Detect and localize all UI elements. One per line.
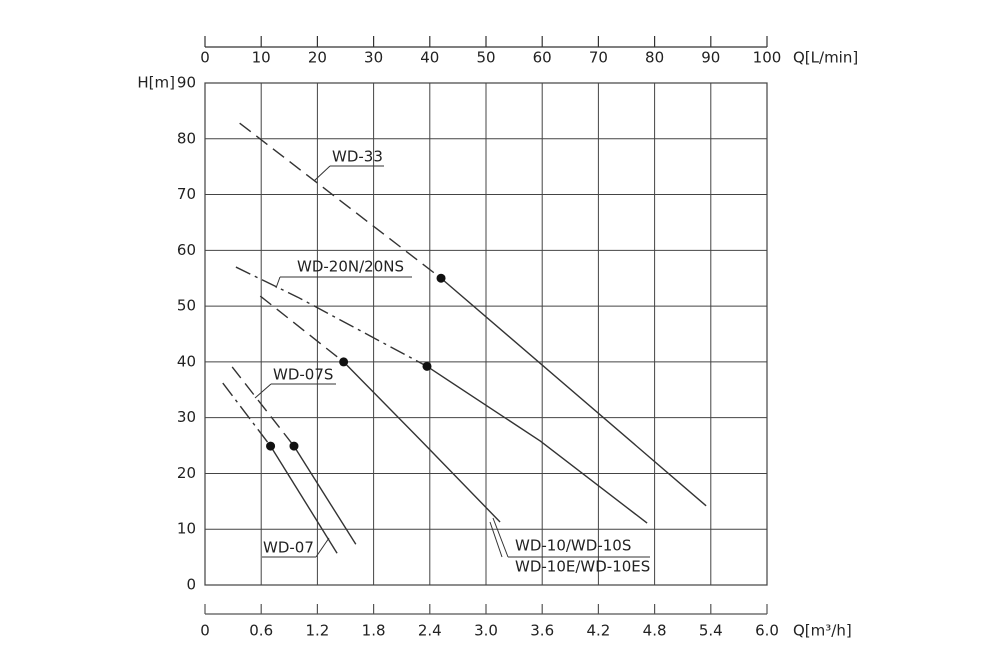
y-tick-label: 80 [177,129,196,147]
x-tick-label: 1.8 [362,622,386,640]
label-leader [313,165,331,182]
operating-point [422,361,432,371]
y-tick-label: 60 [177,241,196,259]
y-tick-label: 90 [177,74,196,92]
x-tick-label: 3.6 [530,622,554,640]
x2-tick-label: 70 [589,49,608,67]
x2-tick-label: 50 [476,49,495,67]
y-tick-label: 20 [177,464,196,482]
curve [239,122,442,279]
x-tick-label: 3.0 [474,622,498,640]
label-leader [315,537,330,558]
x2-tick-label: 10 [252,49,271,67]
curve-label: WD-07 [263,539,314,557]
x-tick-label: 4.8 [643,622,667,640]
curve [231,366,295,447]
x-tick-label: 2.4 [418,622,442,640]
x2-tick-label: 100 [753,49,782,67]
curve-label: WD-10/WD-10S [515,537,631,555]
x2-tick-label: 40 [420,49,439,67]
y-tick-label: 70 [177,185,196,203]
x2-tick-label: 60 [533,49,552,67]
y-tick-label: 30 [177,408,196,426]
curve-label: WD-33 [332,148,383,166]
operating-point [436,273,446,283]
curve [235,266,428,367]
operating-point [339,357,349,367]
curve-label: WD-10E/WD-10ES [515,558,650,576]
x-tick-label: 0.6 [249,622,273,640]
curve [440,277,707,507]
curve [269,445,338,554]
curve [293,445,357,545]
y-tick-label: 0 [186,576,196,594]
curve-label: WD-07S [273,366,333,384]
x-tick-label: 0 [200,622,210,640]
label-leader [254,383,272,399]
x-tick-label: 1.2 [305,622,329,640]
x-tick-label: 4.2 [586,622,610,640]
y-axis-label: H[m] [137,74,175,92]
y-tick-label: 50 [177,297,196,315]
label-leader [489,521,503,558]
curve [222,382,272,447]
x2-axis-label: Q[L/min] [793,49,858,67]
operating-point [289,441,299,451]
x2-tick-label: 90 [701,49,720,67]
y-tick-label: 40 [177,352,196,370]
curve-label: WD-20N/20NS [297,258,404,276]
x-tick-label: 6.0 [755,622,779,640]
curve [343,361,501,523]
label-leader [492,517,509,558]
x2-tick-label: 0 [200,49,210,67]
x2-tick-label: 30 [364,49,383,67]
x2-tick-label: 80 [645,49,664,67]
x-axis-label: Q[m³/h] [793,622,852,640]
x2-tick-label: 20 [308,49,327,67]
curve [259,295,345,363]
label-leader [275,276,281,289]
y-tick-label: 10 [177,520,196,538]
operating-point [266,441,276,451]
x-tick-label: 5.4 [699,622,723,640]
curve [426,365,648,524]
